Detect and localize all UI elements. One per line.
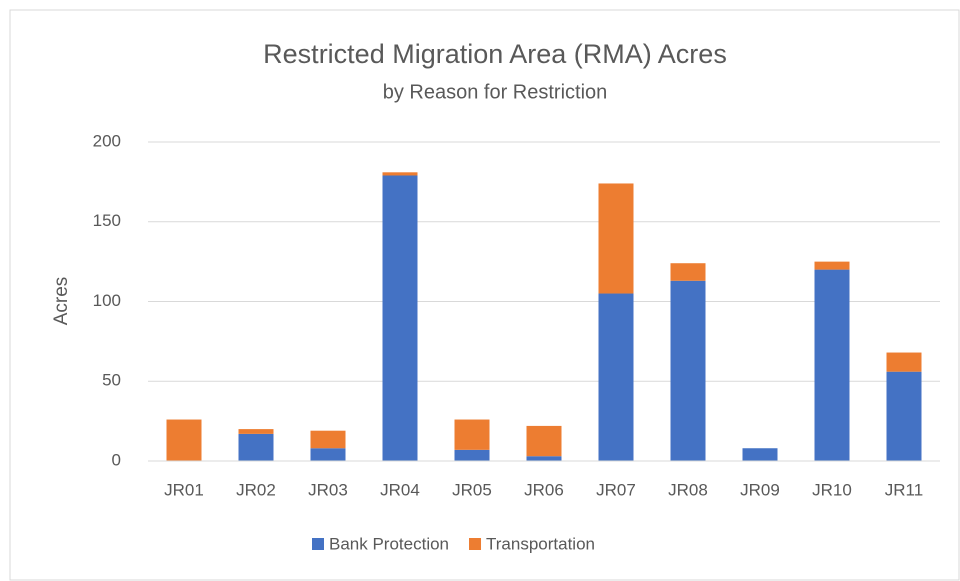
bar-segment [670,280,706,461]
bar-segment [382,175,418,461]
y-tick-label: 100 [93,291,121,310]
bar-segment [310,448,346,461]
x-tick-label: JR05 [452,480,492,499]
bar-segment [166,419,202,461]
x-tick-label: JR11 [885,480,923,499]
x-tick-label: JR04 [380,480,420,499]
x-tick-label: JR09 [740,480,780,499]
bar-segment [598,183,634,294]
bar-segment [598,293,634,461]
x-tick-label: JR07 [596,480,636,499]
chart-border [9,9,960,581]
bar-segment [886,371,922,461]
chart-title: Restricted Migration Area (RMA) Acres [263,39,727,69]
bar-segment [238,433,274,461]
x-tick-label: JR03 [308,480,348,499]
y-axis-label: Acres [51,277,72,326]
legend-label: Bank Protection [329,534,449,553]
legend-swatch [312,538,324,550]
bar-segment [310,430,346,449]
bar-segment [526,425,562,457]
x-tick-label: JR06 [524,480,564,499]
y-tick-label: 150 [93,211,121,230]
bar-segment [382,172,418,176]
bar-segment [814,269,850,461]
bar-segment [238,429,274,434]
legend-swatch [469,538,482,550]
y-tick-label: 0 [112,450,121,469]
bar-segment [814,261,850,270]
x-tick-label: JR10 [812,480,852,499]
y-tick-label: 50 [102,371,121,390]
bar-segment [886,352,922,372]
x-tick-label: JR01 [164,480,204,499]
bar-segment [526,456,562,461]
x-tick-label: JR02 [236,480,276,499]
bar-segment [670,263,706,281]
bar-segment [454,449,490,461]
y-tick-label: 200 [93,131,121,150]
chart-subtitle: by Reason for Restriction [383,81,608,103]
legend-label: Transportation [486,534,595,553]
bar-segment [742,448,778,461]
x-tick-label: JR08 [668,480,708,499]
bar-segment [454,419,490,450]
